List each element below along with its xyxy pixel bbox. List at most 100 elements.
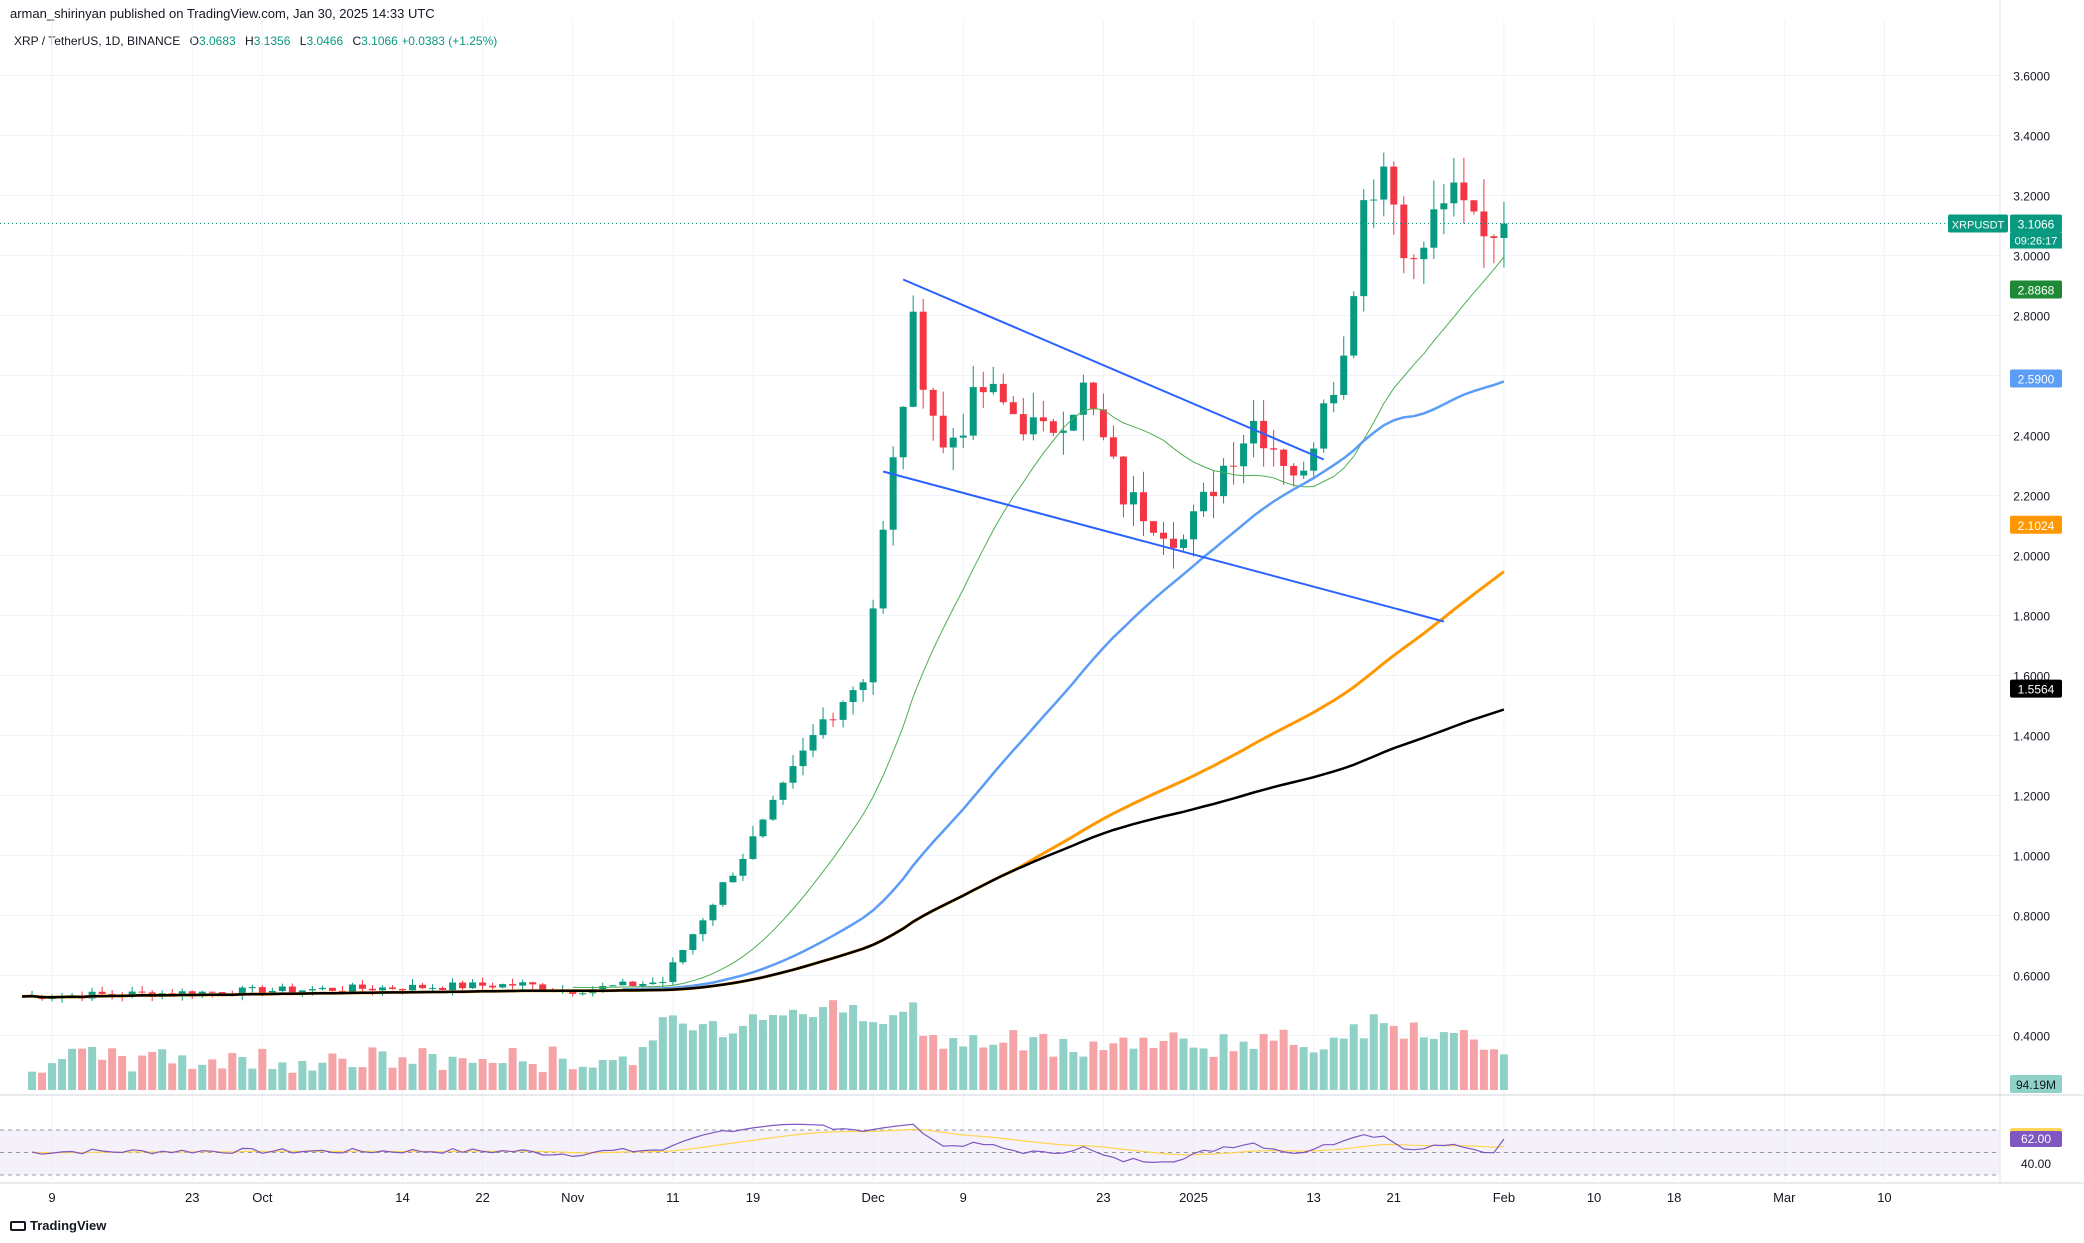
- candle-body: [1099, 409, 1107, 438]
- candle-body: [419, 984, 427, 989]
- candle-body: [949, 437, 957, 448]
- candle-body: [1039, 417, 1047, 422]
- price-tag-value: 2.5900: [2018, 373, 2055, 387]
- volume-bar: [108, 1048, 117, 1090]
- brand-label: TradingView: [30, 1218, 107, 1233]
- channel-trendline[interactable]: [902, 278, 1325, 461]
- candle-body: [969, 387, 977, 436]
- candle-body: [1400, 204, 1408, 259]
- volume-bar: [508, 1048, 517, 1090]
- candle-body: [509, 984, 517, 986]
- volume-bar: [1069, 1051, 1078, 1090]
- candle-body: [519, 982, 527, 986]
- price-tag: [2010, 515, 2062, 534]
- candle-body: [1280, 449, 1288, 466]
- volume-bar: [628, 1065, 637, 1090]
- volume-tag: [2010, 1075, 2062, 1093]
- candle-body: [338, 990, 346, 992]
- candle-body: [1290, 465, 1298, 476]
- volume-bar: [1159, 1040, 1168, 1090]
- volume-bar: [1119, 1037, 1128, 1090]
- volume-bar: [278, 1062, 287, 1090]
- candle-body: [298, 990, 306, 993]
- volume-bar: [138, 1055, 147, 1090]
- volume-bar: [1449, 1032, 1458, 1090]
- candle-body: [1330, 394, 1338, 404]
- volume-bar: [1309, 1052, 1318, 1090]
- volume-bar: [118, 1056, 127, 1090]
- volume-bar: [298, 1060, 307, 1090]
- candle-body: [409, 984, 417, 991]
- candle-body: [1350, 296, 1358, 356]
- candle-body: [348, 984, 356, 992]
- volume-bar: [228, 1053, 237, 1090]
- volume-bar: [418, 1048, 427, 1090]
- volume-bar: [1099, 1050, 1108, 1090]
- volume-bar: [438, 1069, 447, 1090]
- symbol-title[interactable]: XRP / TetherUS, 1D, BINANCE: [14, 34, 181, 48]
- volume-bar: [558, 1058, 567, 1090]
- volume-bar: [779, 1015, 788, 1090]
- volume-bar: [1359, 1038, 1368, 1090]
- candle-body: [1190, 511, 1198, 540]
- candle-body: [278, 986, 286, 991]
- y-tick-label: 0.6000: [2013, 970, 2050, 984]
- volume-bar: [1399, 1038, 1408, 1090]
- x-tick-label: 14: [395, 1190, 409, 1205]
- candle-body: [819, 719, 827, 736]
- candle-body: [1230, 465, 1238, 467]
- x-tick-label: 19: [746, 1190, 760, 1205]
- candle-body: [308, 989, 316, 991]
- candle-body: [188, 991, 196, 996]
- volume-bar: [38, 1072, 47, 1090]
- candle-body: [1340, 355, 1348, 395]
- candle-body: [1470, 200, 1478, 212]
- rsi-tag: [2010, 1131, 2062, 1147]
- candle-body: [439, 987, 447, 990]
- volume-bar: [1379, 1023, 1388, 1090]
- volume-bar: [879, 1023, 888, 1090]
- candle-body: [1420, 247, 1428, 260]
- candle-body: [689, 934, 697, 951]
- change-value: +0.0383 (+1.25%): [401, 34, 498, 48]
- volume-bar: [999, 1042, 1008, 1090]
- candle-body: [98, 991, 106, 994]
- channel-trendline[interactable]: [882, 470, 1445, 623]
- rsi-line: [31, 1123, 1505, 1164]
- candle-body: [849, 690, 857, 703]
- candle-body: [809, 735, 817, 751]
- candle-body: [1200, 491, 1208, 512]
- candle-body: [1300, 470, 1308, 476]
- volume-bar: [989, 1044, 998, 1090]
- volume-bar: [88, 1046, 97, 1090]
- volume-bar: [28, 1071, 37, 1090]
- ma20-line: [572, 256, 1505, 988]
- tradingview-logo[interactable]: TradingView: [10, 1218, 106, 1233]
- candle-body: [789, 766, 797, 783]
- candle-body: [709, 904, 717, 921]
- high-label: H: [245, 34, 254, 48]
- ma50-line: [622, 380, 1505, 991]
- volume-bar: [1389, 1025, 1398, 1090]
- volume-bar: [638, 1047, 647, 1090]
- ohlc-legend: XRP / TetherUS, 1D, BINANCE O3.0683 H3.1…: [14, 34, 497, 48]
- volume-bar: [618, 1056, 627, 1090]
- candle-body: [1029, 417, 1037, 435]
- volume-bar: [378, 1051, 387, 1090]
- volume-bar: [939, 1048, 948, 1090]
- volume-bar: [718, 1037, 727, 1090]
- volume-bar: [799, 1014, 808, 1090]
- x-tick-label: 23: [1096, 1190, 1110, 1205]
- x-tick-label: 9: [48, 1190, 55, 1205]
- volume-bar: [158, 1049, 167, 1090]
- candle-body: [799, 750, 807, 767]
- volume-bar: [78, 1048, 87, 1090]
- candle-body: [979, 387, 987, 393]
- volume-bar: [1469, 1039, 1478, 1090]
- volume-bar: [1109, 1043, 1118, 1090]
- volume-bar: [98, 1059, 107, 1090]
- y-tick-label: 1.0000: [2013, 850, 2050, 864]
- candle-body: [1270, 448, 1278, 450]
- candle-body: [368, 988, 376, 991]
